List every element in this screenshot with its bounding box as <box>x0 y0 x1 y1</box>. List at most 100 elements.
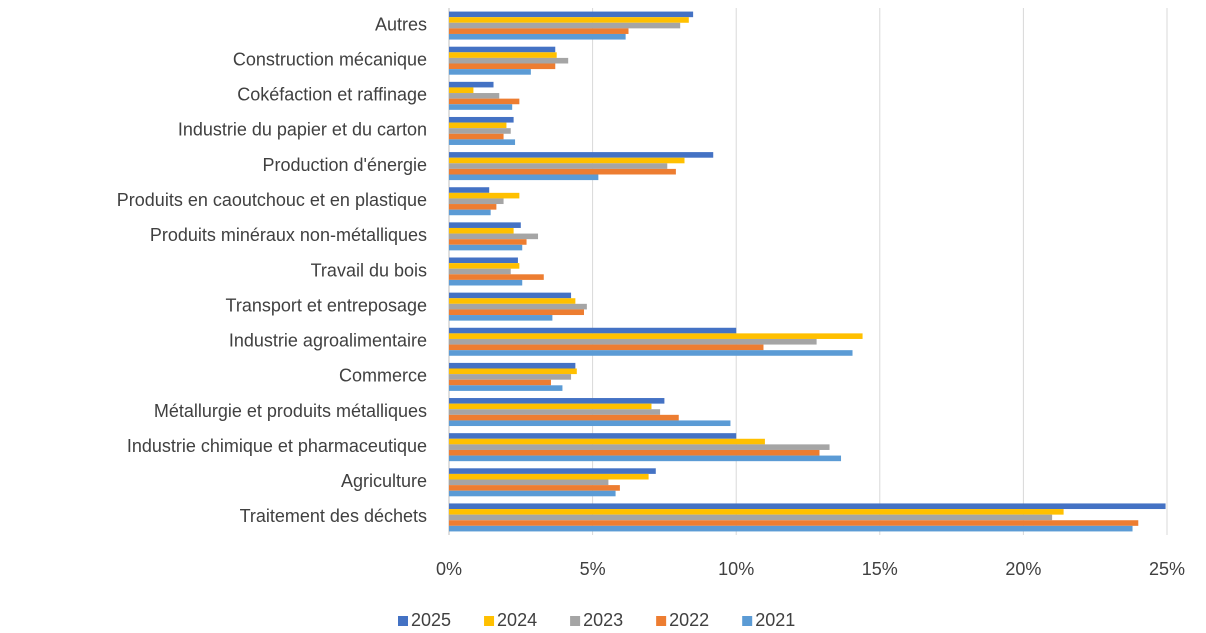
bar <box>449 222 521 228</box>
bar <box>449 63 556 70</box>
x-tick-label: 5% <box>580 559 606 579</box>
bar <box>449 11 694 18</box>
bar <box>449 128 511 134</box>
legend-swatch <box>570 616 581 626</box>
bar <box>449 152 714 158</box>
bar <box>449 116 514 123</box>
bar <box>449 98 520 105</box>
bar <box>449 362 576 369</box>
bar <box>449 433 737 439</box>
x-tick-label: 15% <box>862 559 898 579</box>
bar <box>449 139 516 145</box>
bar <box>449 204 497 210</box>
bar <box>449 33 626 40</box>
bar <box>449 192 520 199</box>
bar <box>449 468 656 474</box>
bar <box>449 503 1166 510</box>
legend-label: 2022 <box>669 610 709 630</box>
bar <box>449 81 494 88</box>
bar <box>449 520 1139 526</box>
bar <box>449 409 661 415</box>
bar <box>449 239 527 245</box>
x-tick-label: 20% <box>1005 559 1041 579</box>
bar <box>449 414 679 421</box>
bar <box>449 28 629 34</box>
y-tick-label: Produits minéraux non-métalliques <box>150 225 427 245</box>
bar <box>449 227 514 234</box>
x-tick-label: 25% <box>1149 559 1185 579</box>
legend-label: 2025 <box>411 610 451 630</box>
bar <box>449 490 616 497</box>
bar <box>449 46 556 53</box>
x-tick-label: 0% <box>436 559 462 579</box>
bar <box>449 174 599 181</box>
bar <box>449 444 830 450</box>
bar <box>449 52 557 58</box>
bar <box>449 133 504 140</box>
y-tick-label: Cokéfaction et raffinage <box>237 85 427 105</box>
y-tick-label: Autres <box>375 14 427 34</box>
bar <box>449 244 523 251</box>
y-tick-label: Traitement des déchets <box>240 506 427 526</box>
y-tick-label: Travail du bois <box>311 260 427 280</box>
bar <box>449 209 491 216</box>
y-tick-label: Produits en caoutchouc et en plastique <box>117 190 427 210</box>
bar <box>449 279 523 286</box>
bar <box>449 292 572 299</box>
bar <box>449 449 820 456</box>
bar <box>449 198 504 205</box>
y-tick-label: Industrie agroalimentaire <box>229 331 427 351</box>
bar <box>449 344 764 351</box>
bar <box>449 514 1053 521</box>
y-tick-label: Construction mécanique <box>233 49 427 69</box>
legend-label: 2023 <box>583 610 623 630</box>
bar <box>449 350 853 356</box>
bar <box>449 455 842 462</box>
y-tick-label: Agriculture <box>341 471 427 491</box>
bar <box>449 485 620 491</box>
bar <box>449 438 765 445</box>
bar <box>449 315 553 321</box>
bar <box>449 420 731 427</box>
bar <box>449 338 817 345</box>
bar <box>449 368 577 375</box>
bar <box>449 398 665 404</box>
bar <box>449 309 584 316</box>
bar <box>449 22 681 29</box>
y-tick-label: Industrie chimique et pharmaceutique <box>127 436 427 456</box>
y-tick-label: Commerce <box>339 366 427 386</box>
bar <box>449 374 572 380</box>
bar <box>449 233 539 240</box>
bar <box>449 379 551 386</box>
bar <box>449 333 863 339</box>
legend-swatch <box>484 616 495 626</box>
x-tick-label: 10% <box>718 559 754 579</box>
legend-swatch <box>656 616 667 626</box>
legend-swatch <box>398 616 408 626</box>
bar <box>449 69 531 75</box>
bar <box>449 298 576 304</box>
bar <box>449 263 520 269</box>
y-tick-label: Métallurgie et produits métalliques <box>154 401 427 421</box>
legend-label: 2021 <box>755 610 795 630</box>
bar <box>449 168 676 175</box>
bar <box>449 257 518 264</box>
bar <box>449 93 500 99</box>
bar <box>449 509 1064 515</box>
bar <box>449 104 513 110</box>
bar <box>449 525 1133 532</box>
bar <box>449 163 668 169</box>
bar <box>449 57 569 64</box>
bar <box>449 303 587 310</box>
legend-swatch <box>742 616 753 626</box>
bar <box>449 479 609 486</box>
y-tick-label: Transport et entreposage <box>226 295 427 315</box>
bar <box>449 87 474 94</box>
bar <box>449 403 652 410</box>
bar <box>449 157 685 164</box>
bar <box>449 122 507 129</box>
bar <box>449 187 490 193</box>
bar <box>449 327 737 334</box>
bar <box>449 268 511 275</box>
